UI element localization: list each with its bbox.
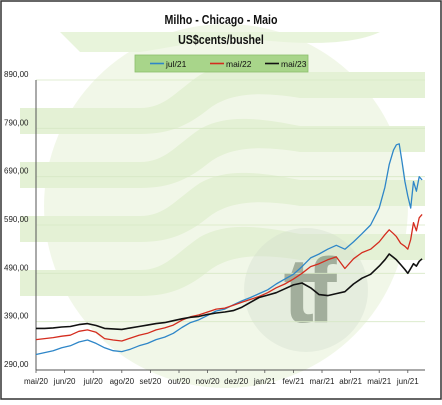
x-tick-label: jun/20 bbox=[53, 377, 76, 386]
x-tick-label: dez/20 bbox=[224, 377, 249, 386]
legend-item: mai/23 bbox=[265, 59, 307, 69]
legend-label: mai/22 bbox=[226, 59, 252, 69]
y-tick-label: 590,00 bbox=[4, 215, 29, 224]
tf-watermark-logo: tf bbox=[244, 228, 368, 352]
y-tick-label: 390,00 bbox=[4, 312, 29, 321]
y-axis-ticks: 890,00 790,00 690,00 590,00 490,00 390,00 290,… bbox=[4, 70, 29, 369]
x-tick-label: jan/21 bbox=[253, 377, 276, 386]
x-tick-label: out/20 bbox=[168, 377, 191, 386]
x-tick-label: ago/20 bbox=[110, 377, 135, 386]
legend-label: jul/21 bbox=[165, 59, 187, 69]
y-tick-label: 890,00 bbox=[4, 70, 29, 79]
y-tick-label: 790,00 bbox=[4, 118, 29, 127]
series-line-mai-23 bbox=[36, 253, 423, 331]
series-line-mai-22 bbox=[35, 213, 423, 342]
legend: jul/21 mai/22 mai/23 bbox=[134, 54, 309, 73]
x-tick-label: fev/21 bbox=[283, 377, 305, 386]
x-tick-label: mai/21 bbox=[367, 377, 392, 386]
y-tick-label: 690,00 bbox=[4, 167, 29, 176]
x-axis-ticks: mai/20 jun/20 jul/20 ago/20 set/20 out/20 nov/… bbox=[24, 370, 419, 386]
y-tick-label: 290,00 bbox=[4, 360, 29, 369]
chart-subtitle: US$cents/bushel bbox=[178, 32, 264, 47]
x-tick-label: mai/20 bbox=[24, 377, 49, 386]
x-tick-label: abr/21 bbox=[339, 377, 362, 386]
series-line-jul-21 bbox=[35, 143, 423, 356]
legend-label: mai/23 bbox=[281, 59, 307, 69]
x-tick-label: mar/21 bbox=[310, 377, 335, 386]
legend-item: jul/21 bbox=[150, 59, 187, 69]
legend-item: mai/22 bbox=[210, 59, 252, 69]
x-tick-label: jun/21 bbox=[396, 377, 419, 386]
y-tick-label: 490,00 bbox=[4, 263, 29, 272]
x-tick-label: nov/20 bbox=[196, 377, 221, 386]
chart-title: Milho - Chicago - Maio bbox=[165, 12, 278, 27]
x-tick-label: jul/20 bbox=[83, 377, 104, 386]
series-lines bbox=[35, 143, 423, 356]
background-logo-watermark bbox=[20, 24, 425, 388]
x-tick-label: set/20 bbox=[140, 377, 162, 386]
